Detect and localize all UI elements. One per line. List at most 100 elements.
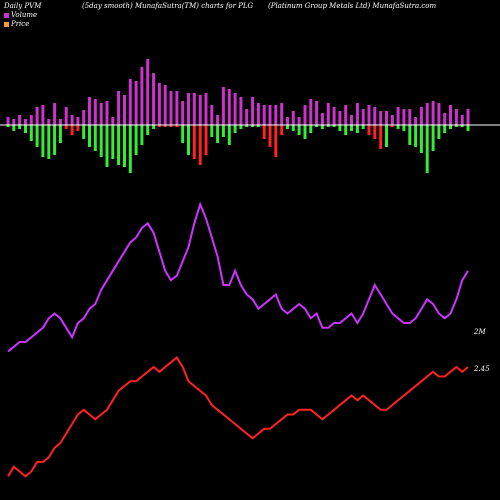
volume-bar	[274, 105, 278, 125]
volume-bar	[76, 117, 80, 125]
volume-bar	[466, 109, 470, 125]
volume-bar	[280, 103, 284, 125]
volume-bar	[221, 87, 225, 125]
pvm-bar	[425, 125, 429, 173]
volume-bar	[315, 101, 319, 125]
volume-bar	[350, 115, 353, 125]
pvm-bar	[99, 125, 103, 157]
volume-bar	[157, 83, 161, 125]
pvm-bars-group	[6, 125, 470, 173]
pvm-bar	[47, 125, 51, 159]
pvm-bar	[385, 125, 388, 147]
pvm-bar	[181, 125, 185, 143]
volume-bar	[385, 111, 388, 125]
pvm-bar	[175, 125, 179, 127]
volume-bar	[361, 109, 365, 125]
pvm-bar	[350, 125, 353, 131]
pvm-bar	[326, 125, 330, 127]
volume-line	[7, 201, 469, 353]
pvm-bar	[256, 125, 260, 127]
pvm-bar	[291, 125, 295, 131]
volume-bar	[291, 111, 295, 125]
volume-bar	[6, 117, 10, 125]
chart-type-label: Daily PVM	[4, 2, 42, 10]
pvm-bar	[262, 125, 266, 139]
volume-end-label: 2M	[474, 328, 486, 336]
pvm-bar	[286, 125, 289, 129]
pvm-bar	[221, 125, 225, 137]
pvm-bar	[379, 125, 383, 149]
pvm-bar	[12, 125, 16, 131]
pvm-bar	[64, 125, 68, 129]
volume-bar	[117, 91, 121, 125]
pvm-bar	[274, 125, 278, 157]
pvm-bar	[93, 125, 97, 151]
pvm-bar	[315, 125, 319, 127]
legend-price: Price	[4, 20, 29, 28]
volume-bar	[82, 110, 86, 125]
volume-bar	[379, 111, 383, 125]
pvm-bar	[367, 125, 371, 135]
pvm-bar	[210, 125, 214, 137]
pvm-bar	[361, 125, 365, 129]
volume-bar	[111, 117, 115, 125]
pvm-bar	[163, 125, 167, 127]
pvm-bar	[198, 125, 202, 165]
pvm-bar	[402, 125, 406, 131]
volume-bar	[192, 93, 196, 125]
volume-bar	[163, 85, 167, 125]
volume-bar	[419, 107, 423, 125]
volume-bar	[454, 109, 458, 125]
pvm-bar	[111, 125, 115, 159]
volume-bar	[169, 91, 173, 125]
volume-bar	[286, 117, 289, 125]
volume-bar	[367, 105, 371, 125]
volume-bar	[41, 105, 45, 125]
volume-bar	[460, 115, 464, 125]
volume-bar	[99, 103, 103, 125]
legend-price-swatch	[4, 21, 9, 27]
volume-bar	[88, 97, 91, 125]
volume-bar	[93, 99, 97, 125]
pvm-bar	[204, 125, 208, 155]
pvm-bar	[408, 125, 412, 145]
volume-bar	[140, 67, 144, 125]
volume-bar	[58, 119, 62, 125]
volume-bar	[309, 99, 313, 125]
volume-bar	[187, 93, 190, 125]
pvm-bar	[53, 125, 57, 155]
volume-bar	[175, 91, 179, 125]
pvm-bar	[187, 125, 190, 155]
pvm-bar	[146, 125, 150, 135]
pvm-bar	[6, 125, 10, 127]
pvm-bar	[29, 125, 33, 141]
legend-volume-swatch	[4, 12, 9, 18]
pvm-bar	[169, 125, 173, 127]
volume-bar	[326, 103, 330, 125]
volume-bar	[134, 81, 138, 125]
pvm-bar	[157, 125, 161, 127]
volume-bar	[123, 95, 126, 125]
pvm-bar	[338, 125, 342, 131]
volume-bar	[239, 97, 243, 125]
volume-bar	[373, 107, 377, 125]
legend-volume-label: Volume	[11, 11, 38, 19]
volume-bar	[443, 113, 447, 125]
pvm-bar	[134, 125, 138, 155]
volume-bar	[355, 103, 359, 125]
pvm-bar	[449, 125, 452, 129]
chart-title: (5day smooth) MunafaSutra(TM) charts for…	[82, 2, 254, 10]
pvm-bar	[58, 125, 62, 143]
pvm-bar	[297, 125, 301, 135]
pvm-bar	[332, 125, 336, 127]
volume-bar	[338, 111, 342, 125]
volume-bar	[198, 95, 202, 125]
pvm-bar	[233, 125, 237, 133]
pvm-bar	[460, 125, 464, 127]
pvm-bar	[152, 125, 156, 129]
pvm-bar	[140, 125, 144, 145]
volume-bar	[251, 97, 255, 125]
volume-bar	[233, 93, 237, 125]
pvm-bar	[320, 125, 324, 129]
